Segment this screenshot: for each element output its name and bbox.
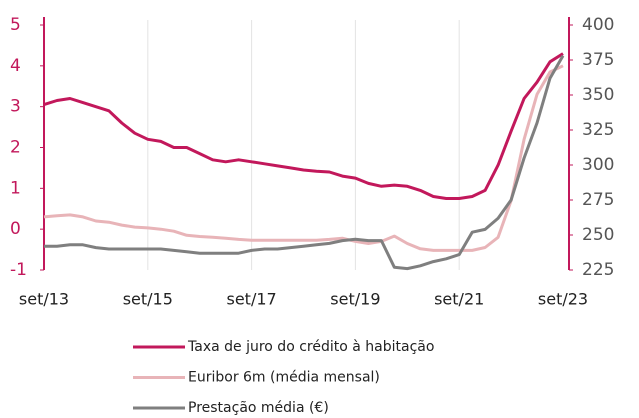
x-tick-label: set/19	[330, 290, 380, 309]
line-series	[44, 55, 565, 271]
x-tick-label: set/17	[226, 290, 276, 309]
y-tick-label: 1	[10, 178, 21, 198]
y-tick-label: 2	[10, 138, 21, 158]
y2-tick-label: 250	[582, 225, 614, 245]
x-tick-label: set/21	[434, 290, 484, 309]
y2-tick-label: 275	[582, 190, 614, 210]
y2-tick-label: 350	[582, 85, 614, 105]
x-tick-label: set/15	[123, 290, 173, 309]
y-tick-label: 4	[10, 56, 21, 76]
x-tick-label: set/13	[19, 290, 69, 309]
y-tick-label: 5	[10, 15, 21, 35]
y-tick-label: 0	[10, 219, 21, 239]
y2-tick-label: 225	[582, 260, 614, 280]
y2-tick-label: 300	[582, 155, 614, 175]
legend-label: Euribor 6m (média mensal)	[188, 370, 380, 386]
y-tick-label: 3	[10, 97, 21, 117]
line-series	[43, 64, 564, 252]
legend-label: Taxa de juro do crédito à habitação	[187, 339, 434, 355]
y2-tick-label: 375	[582, 50, 614, 70]
legend-label: Prestação média (€)	[188, 400, 329, 416]
y2-tick-label: 325	[582, 120, 614, 140]
y2-tick-label: 400	[582, 15, 614, 35]
y-tick-label: -1	[10, 260, 27, 280]
x-tick-label: set/23	[538, 290, 588, 309]
line-series	[43, 52, 564, 200]
